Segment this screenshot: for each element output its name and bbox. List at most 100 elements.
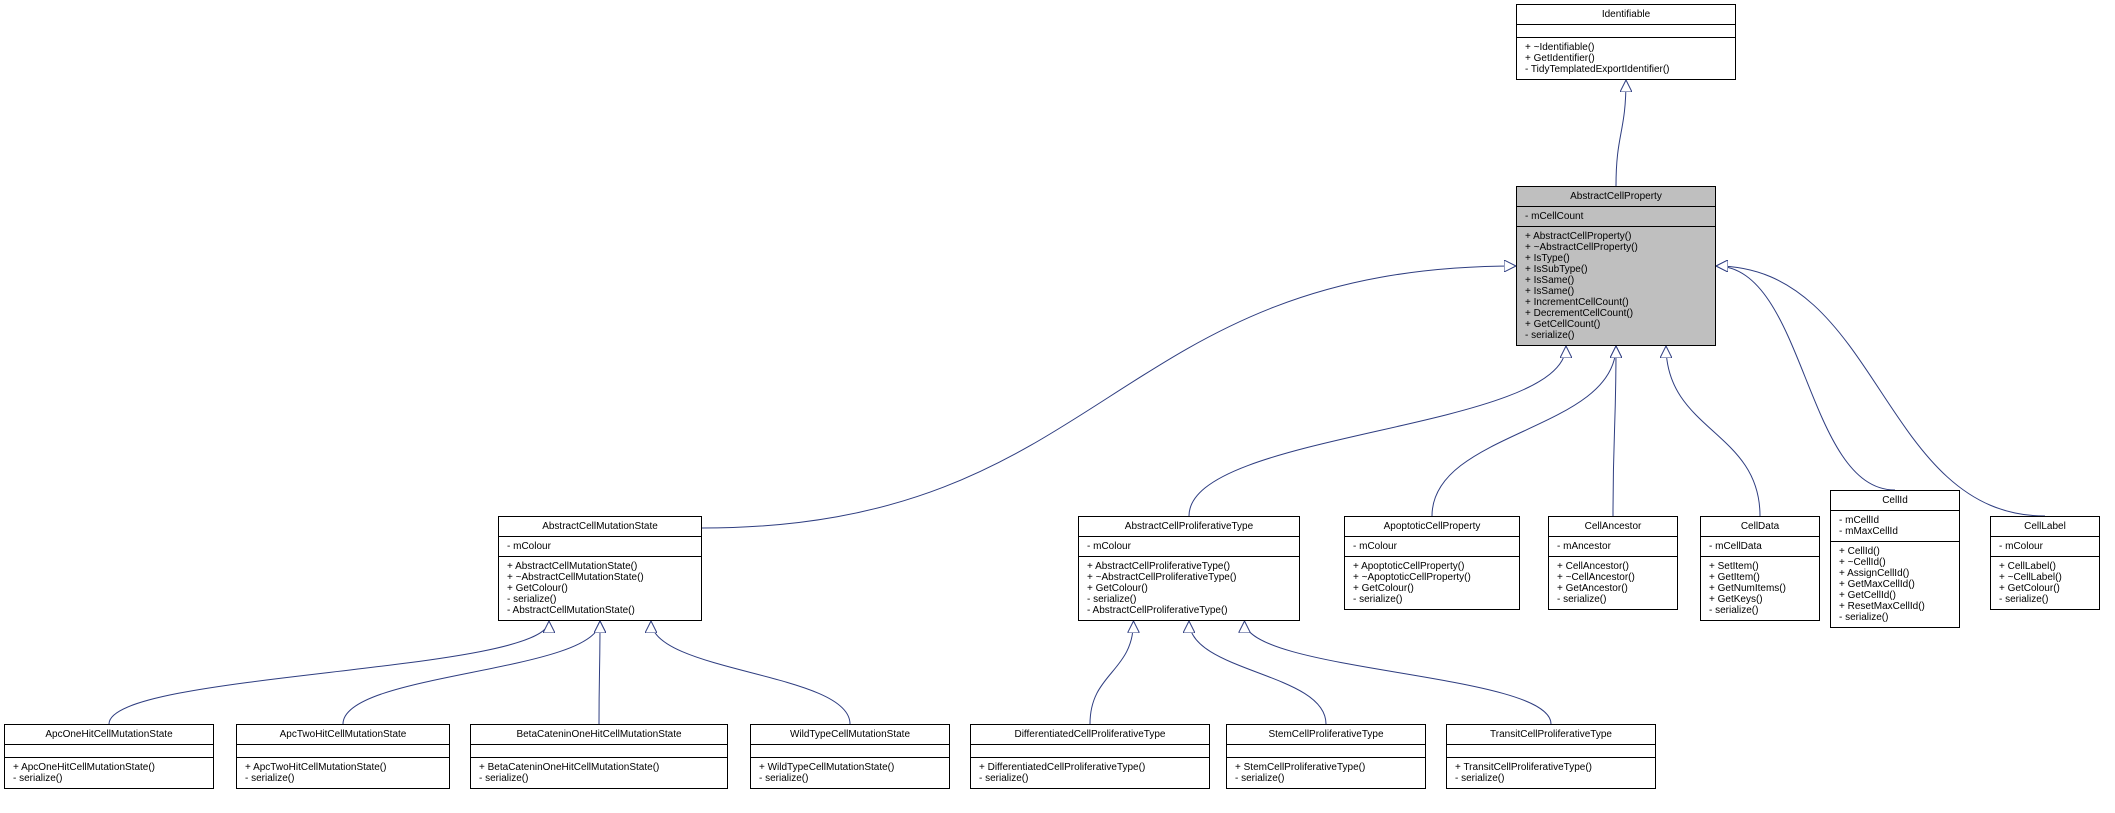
inheritance-edge (1666, 346, 1760, 516)
uml-member: + AbstractCellMutationState() (507, 561, 693, 572)
uml-member: - mMaxCellId (1839, 526, 1951, 537)
uml-member: - serialize() (1839, 612, 1951, 623)
uml-member: - serialize() (479, 773, 719, 784)
inheritance-edge (1716, 266, 1895, 490)
uml-member: - AbstractCellMutationState() (507, 605, 693, 616)
uml-section: + AbstractCellProperty()+ ~AbstractCellP… (1517, 227, 1715, 345)
uml-member: + ~ApoptoticCellProperty() (1353, 572, 1511, 583)
inheritance-edge (1432, 346, 1616, 516)
uml-class-transitCell[interactable]: TransitCellProliferativeType+ TransitCel… (1446, 724, 1656, 789)
uml-member: + GetNumItems() (1709, 583, 1811, 594)
uml-member: + AssignCellId() (1839, 568, 1951, 579)
uml-class-title: AbstractCellProliferativeType (1079, 517, 1299, 537)
uml-member: - serialize() (1353, 594, 1511, 605)
uml-class-cellLabel[interactable]: CellLabel- mColour+ CellLabel()+ ~CellLa… (1990, 516, 2100, 610)
uml-member: + IncrementCellCount() (1525, 297, 1707, 308)
uml-class-abstractCellProperty[interactable]: AbstractCellProperty- mCellCount+ Abstra… (1516, 186, 1716, 346)
uml-class-apcOneHit[interactable]: ApcOneHitCellMutationState + ApcOneHitCel… (4, 724, 214, 789)
uml-section: + AbstractCellMutationState()+ ~Abstract… (499, 557, 701, 620)
uml-section (971, 745, 1209, 758)
uml-member: + GetKeys() (1709, 594, 1811, 605)
uml-class-wildType[interactable]: WildTypeCellMutationState+ WildTypeCellM… (750, 724, 950, 789)
inheritance-edge (1245, 621, 1552, 724)
uml-member: + DifferentiatedCellProliferativeType() (979, 762, 1201, 773)
uml-member: + GetIdentifier() (1525, 53, 1727, 64)
uml-member: + GetAncestor() (1557, 583, 1669, 594)
uml-class-abstractCellProliferativeType[interactable]: AbstractCellProliferativeType - mColour + … (1078, 516, 1300, 621)
uml-member: + AbstractCellProliferativeType() (1087, 561, 1291, 572)
inheritance-edge (702, 266, 1516, 528)
uml-member: - mColour (1999, 541, 2091, 552)
inheritance-edge (343, 621, 600, 724)
inheritance-edge (1090, 621, 1134, 724)
uml-section (471, 745, 727, 758)
uml-class-title: BetaCateninOneHitCellMutationState (471, 725, 727, 745)
uml-member: + ~AbstractCellProliferativeType() (1087, 572, 1291, 583)
uml-member: - mCellCount (1525, 211, 1707, 222)
uml-section: + BetaCateninOneHitCellMutationState()- … (471, 758, 727, 788)
uml-class-title: CellData (1701, 517, 1819, 537)
uml-member: + GetMaxCellId() (1839, 579, 1951, 590)
uml-member: - serialize() (507, 594, 693, 605)
uml-class-title: CellId (1831, 491, 1959, 511)
uml-member: + SetItem() (1709, 561, 1811, 572)
uml-class-identifiable[interactable]: Identifiable+ ~Identifiable()+ GetIdenti… (1516, 4, 1736, 80)
uml-member: - mColour (1353, 541, 1511, 552)
uml-section: + DifferentiatedCellProliferativeType()-… (971, 758, 1209, 788)
uml-class-title: ApcTwoHitCellMutationState (237, 725, 449, 745)
uml-class-cellId[interactable]: CellId- mCellId- mMaxCellId+ CellId()+ ~… (1830, 490, 1960, 628)
uml-section: - mCellData (1701, 537, 1819, 557)
uml-class-betaCatenin[interactable]: BetaCateninOneHitCellMutationState + Beta… (470, 724, 728, 789)
uml-class-title: AbstractCellMutationState (499, 517, 701, 537)
uml-member: + ApcTwoHitCellMutationState() (245, 762, 441, 773)
inheritance-edge (1613, 346, 1616, 516)
uml-member: + StemCellProliferativeType() (1235, 762, 1417, 773)
uml-member: - mCellData (1709, 541, 1811, 552)
inheritance-edge (599, 621, 600, 724)
uml-member: - mCellId (1839, 515, 1951, 526)
uml-member: + ~CellAncestor() (1557, 572, 1669, 583)
uml-class-differentiated[interactable]: DifferentiatedCellProliferativeType+ Dif… (970, 724, 1210, 789)
uml-member: - AbstractCellProliferativeType() (1087, 605, 1291, 616)
uml-class-cellData[interactable]: CellData- mCellData+ SetItem()+ GetItem(… (1700, 516, 1820, 621)
uml-member: - serialize() (1999, 594, 2091, 605)
uml-class-apcTwoHit[interactable]: ApcTwoHitCellMutationState + ApcTwoHitCel… (236, 724, 450, 789)
uml-class-abstractCellMutationState[interactable]: AbstractCellMutationState - mColour + Abst… (498, 516, 702, 621)
uml-class-stemCell[interactable]: StemCellProliferativeType+ StemCellProli… (1226, 724, 1426, 789)
uml-member: + IsSubType() (1525, 264, 1707, 275)
uml-member: - mColour (1087, 541, 1291, 552)
uml-section: - mColour (499, 537, 701, 557)
uml-member: + CellLabel() (1999, 561, 2091, 572)
uml-section: + CellAncestor()+ ~CellAncestor()+ GetAn… (1549, 557, 1677, 609)
uml-section: + AbstractCellProliferativeType()+ ~Abst… (1079, 557, 1299, 620)
uml-member: + DecrementCellCount() (1525, 308, 1707, 319)
uml-class-title: ApcOneHitCellMutationState (5, 725, 213, 745)
uml-member: + IsSame() (1525, 275, 1707, 286)
uml-class-title: ApoptoticCellProperty (1345, 517, 1519, 537)
uml-class-apoptoticCellProperty[interactable]: ApoptoticCellProperty- mColour+ Apoptoti… (1344, 516, 1520, 610)
uml-member: + GetColour() (507, 583, 693, 594)
uml-member: - serialize() (1235, 773, 1417, 784)
uml-member: + AbstractCellProperty() (1525, 231, 1707, 242)
uml-class-cellAncestor[interactable]: CellAncestor- mAncestor+ CellAncestor()+… (1548, 516, 1678, 610)
uml-member: + IsSame() (1525, 286, 1707, 297)
uml-section (1227, 745, 1425, 758)
uml-member: + WildTypeCellMutationState() (759, 762, 941, 773)
inheritance-edge (1716, 266, 2045, 516)
uml-section (237, 745, 449, 758)
uml-section (1517, 25, 1735, 38)
uml-class-title: TransitCellProliferativeType (1447, 725, 1655, 745)
uml-member: - mColour (507, 541, 693, 552)
uml-section: + StemCellProliferativeType()- serialize… (1227, 758, 1425, 788)
uml-member: - serialize() (1525, 330, 1707, 341)
uml-section: + ApcOneHitCellMutationState()- serializ… (5, 758, 213, 788)
uml-class-title: CellLabel (1991, 517, 2099, 537)
uml-member: + ~CellId() (1839, 557, 1951, 568)
uml-member: - TidyTemplatedExportIdentifier() (1525, 64, 1727, 75)
uml-member: + ~Identifiable() (1525, 42, 1727, 53)
uml-member: + ~AbstractCellProperty() (1525, 242, 1707, 253)
uml-member: - serialize() (1557, 594, 1669, 605)
uml-member: + BetaCateninOneHitCellMutationState() (479, 762, 719, 773)
uml-member: + GetColour() (1353, 583, 1511, 594)
inheritance-edge (109, 621, 549, 724)
